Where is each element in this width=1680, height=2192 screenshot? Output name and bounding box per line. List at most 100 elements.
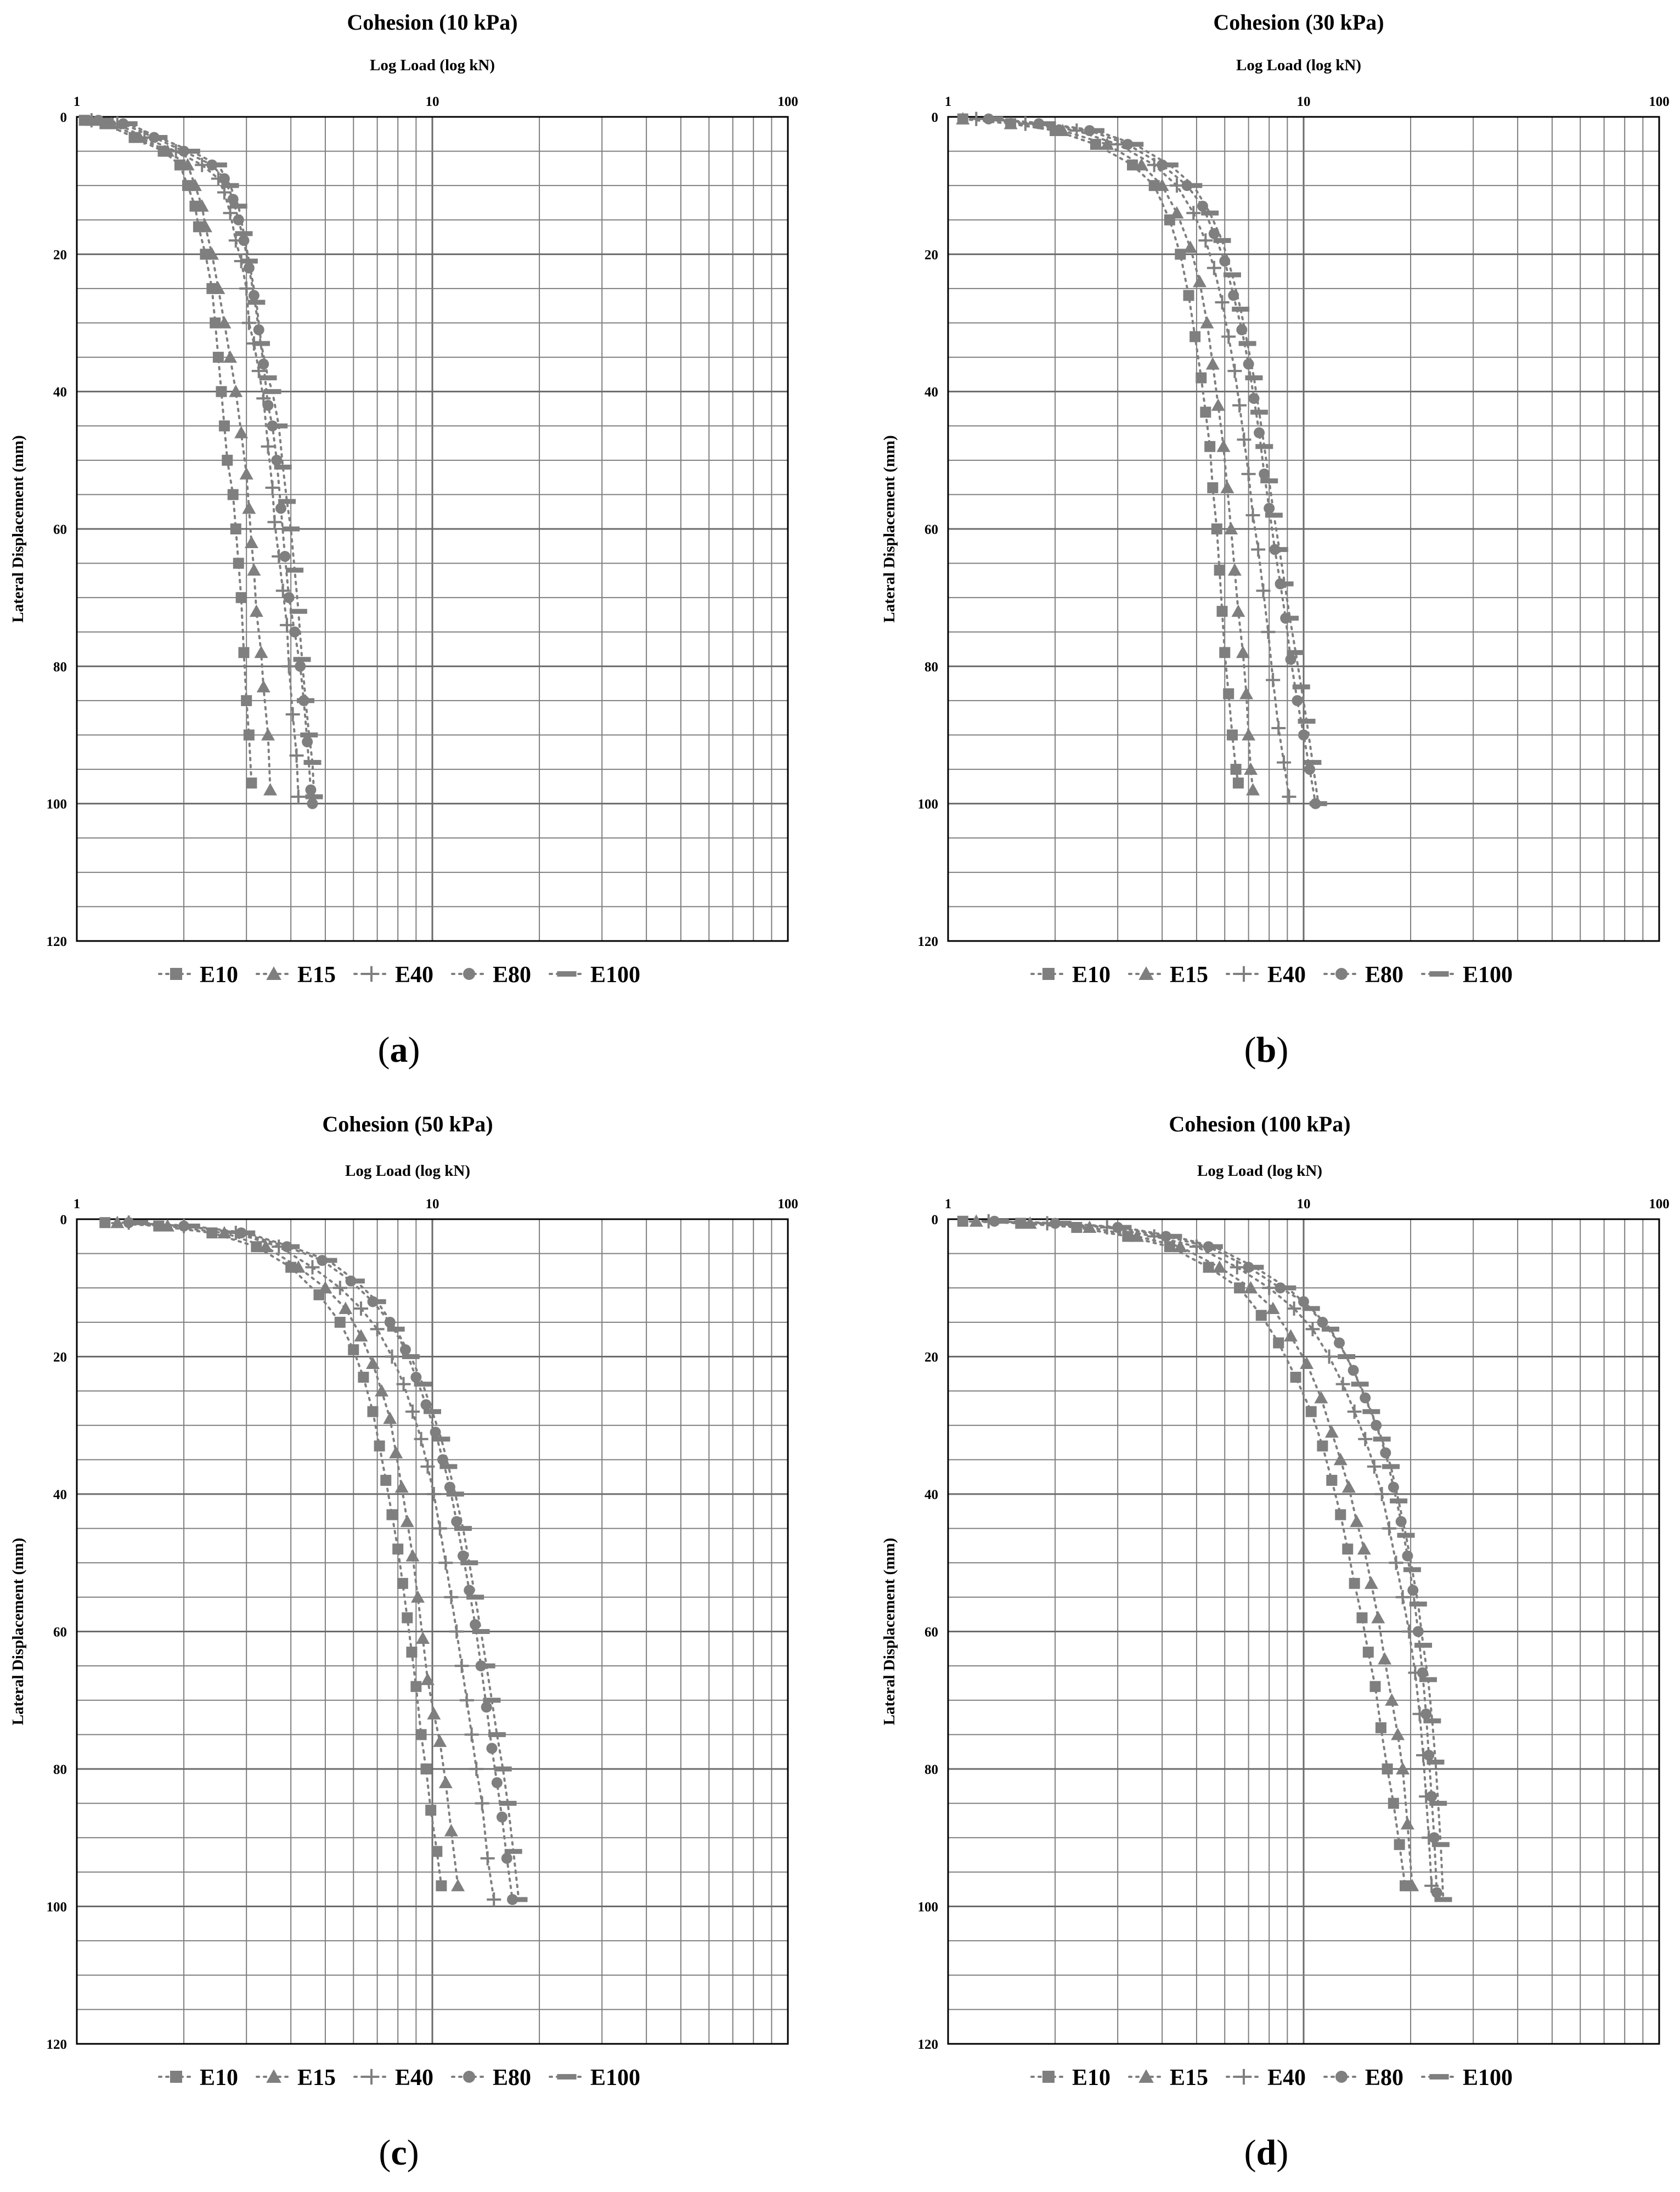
data-point: [1382, 1464, 1400, 1469]
data-point: [414, 1432, 429, 1446]
data-point: [420, 1459, 435, 1474]
legend-marker: [266, 966, 281, 980]
x-axis-title: Log Load (log kN): [1197, 1162, 1322, 1180]
legend-item: E100: [549, 962, 640, 988]
plot-frame: [947, 116, 1660, 942]
y-tick-label: 40: [53, 385, 67, 400]
data-point: [1276, 581, 1294, 587]
data-point: [1429, 1832, 1440, 1844]
data-point: [1185, 183, 1203, 188]
data-point: [1277, 755, 1292, 770]
data-point: [358, 1372, 369, 1383]
legend-label: E15: [297, 2065, 336, 2090]
data-point: [1255, 444, 1273, 449]
y-tick-label: 100: [918, 1900, 939, 1915]
data-point: [470, 1619, 481, 1630]
data-point: [1256, 583, 1271, 598]
data-point: [1335, 1377, 1350, 1391]
data-point: [1396, 1762, 1410, 1774]
data-point: [1241, 466, 1256, 481]
data-point: [449, 1624, 464, 1639]
data-point: [454, 1526, 472, 1531]
y-tick-label: 0: [932, 1213, 939, 1227]
legend-item: E100: [549, 2065, 640, 2090]
data-point: [1305, 1406, 1317, 1417]
data-point: [221, 183, 239, 188]
data-point: [414, 1382, 432, 1387]
legend-label: E40: [1267, 962, 1306, 988]
data-point: [444, 1590, 459, 1604]
x-tick-label: 10: [426, 94, 439, 109]
data-point: [510, 1897, 528, 1902]
chart-title: Cohesion (30 kPa): [1213, 10, 1384, 35]
data-point: [416, 1631, 430, 1644]
data-point: [249, 604, 263, 617]
data-point: [263, 783, 278, 796]
panel-label: (a): [378, 1030, 420, 1070]
data-point: [1213, 1260, 1227, 1273]
chart-title: Cohesion (50 kPa): [322, 1112, 493, 1136]
data-point: [436, 1880, 447, 1891]
y-tick-label: 120: [47, 934, 67, 949]
data-point: [1170, 206, 1184, 219]
series-E15: [969, 1214, 1419, 1891]
data-point: [1232, 306, 1250, 312]
data-point: [396, 1377, 411, 1391]
legend-item: E40: [1226, 962, 1306, 988]
data-point: [1338, 1354, 1356, 1359]
data-point: [1216, 439, 1231, 452]
y-tick-label: 100: [47, 1900, 67, 1915]
gridlines: [76, 1218, 789, 2045]
data-point: [244, 536, 258, 549]
legend-item: E80: [451, 962, 531, 988]
data-point: [454, 1659, 469, 1673]
series-E15: [110, 1215, 465, 1891]
data-point: [212, 352, 224, 363]
legend-label: E100: [1463, 962, 1513, 988]
legend-item: E40: [1226, 2065, 1306, 2090]
data-point: [1400, 1817, 1414, 1830]
data-point: [985, 116, 1004, 122]
data-point: [1173, 1239, 1187, 1253]
legend-label: E100: [1463, 2065, 1513, 2090]
data-point: [1250, 409, 1269, 415]
data-point: [1207, 482, 1219, 493]
legend-label: E10: [1072, 2065, 1110, 2090]
data-point: [1326, 1474, 1338, 1486]
data-point: [1237, 432, 1251, 447]
data-point: [263, 389, 281, 395]
data-point: [1126, 142, 1144, 147]
data-point: [1198, 233, 1213, 248]
data-point: [486, 1743, 498, 1754]
legend: E10 E15 E40 E80 E100: [1030, 962, 1513, 988]
data-point: [420, 1763, 432, 1774]
data-point: [110, 1215, 125, 1229]
y-tick-label: 60: [53, 1625, 67, 1640]
data-point: [1244, 1281, 1258, 1294]
data-point: [223, 350, 238, 363]
y-tick-label: 20: [924, 1350, 938, 1365]
x-tick-label: 100: [1649, 1197, 1670, 1211]
data-point: [305, 794, 323, 799]
data-point: [446, 1491, 464, 1497]
data-point: [235, 231, 253, 236]
data-point: [242, 501, 256, 514]
data-point: [389, 1446, 403, 1458]
data-point: [1266, 673, 1281, 688]
data-point: [1429, 1801, 1447, 1806]
legend-marker: [1042, 2071, 1055, 2083]
data-point: [1395, 1590, 1410, 1604]
y-tick-label: 120: [918, 2037, 939, 2052]
x-tick-label: 100: [1649, 94, 1670, 109]
data-point: [439, 1464, 458, 1469]
data-point: [1266, 1301, 1280, 1314]
data-point: [1364, 1576, 1378, 1589]
y-tick-label: 80: [924, 1762, 938, 1777]
data-point: [1304, 764, 1316, 775]
data-point: [1426, 1791, 1437, 1802]
data-point: [1227, 364, 1242, 379]
plot-frame: [947, 1218, 1660, 2045]
legend-label: E40: [395, 962, 433, 988]
data-point: [1427, 1759, 1445, 1765]
legend-label: E40: [395, 2065, 433, 2090]
